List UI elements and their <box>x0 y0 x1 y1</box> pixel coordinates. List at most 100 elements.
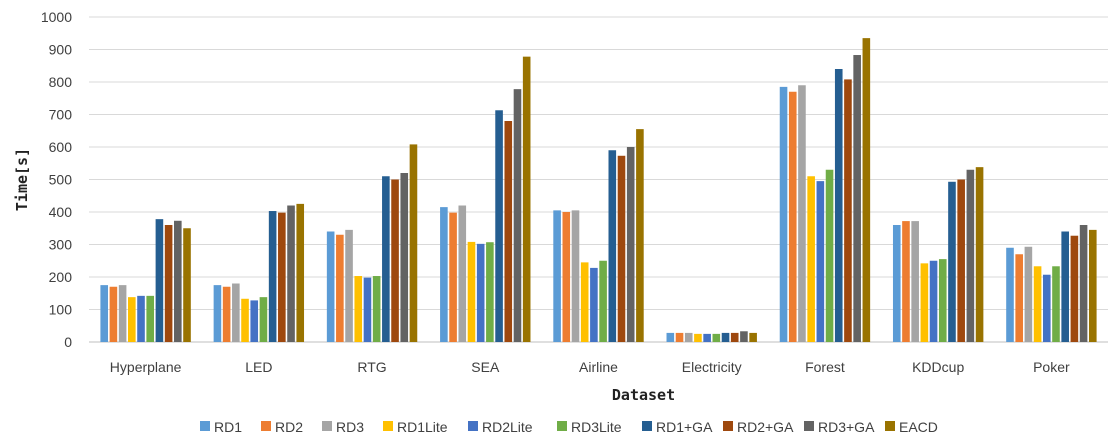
legend-label: RD2 <box>275 419 303 435</box>
bar-rd2-sea <box>449 212 457 342</box>
bar-rd1-ga-kddcup <box>948 181 956 342</box>
bar-rd1-sea <box>440 207 448 342</box>
bar-rd2lite-kddcup <box>929 260 938 342</box>
x-tick-label: Poker <box>1033 359 1070 375</box>
bar-rd3lite-forest <box>825 169 834 342</box>
bar-eacd-led <box>296 203 305 342</box>
bar-rd1-ga-electricity <box>721 332 730 342</box>
x-tick-label: Electricity <box>682 359 742 375</box>
x-axis-title: Dataset <box>612 386 675 404</box>
bar-rd1-hyperplane <box>100 285 109 342</box>
y-axis-title: Time[s] <box>13 148 31 211</box>
bar-rd3-led <box>232 283 240 342</box>
legend-label: RD2+GA <box>737 419 794 435</box>
bar-rd3-ga-sea <box>513 89 522 343</box>
y-tick-label: 700 <box>49 107 73 123</box>
bar-rd3-electricity <box>684 332 693 342</box>
x-tick-label: Airline <box>579 359 618 375</box>
legend-label: RD1+GA <box>656 419 713 435</box>
bar-rd1lite-hyperplane <box>128 297 136 342</box>
legend-swatch <box>200 421 210 431</box>
bar-rd3-ga-led <box>287 205 295 342</box>
legend-swatch <box>723 421 733 431</box>
bar-rd2-ga-forest <box>844 79 852 343</box>
bar-rd1-poker <box>1006 247 1014 342</box>
bar-rd3-poker <box>1024 246 1033 342</box>
legend-swatch <box>383 421 393 431</box>
bar-rd2lite-forest <box>816 181 825 342</box>
bar-rd2lite-airline <box>590 267 598 342</box>
bar-rd1lite-electricity <box>694 333 702 342</box>
bar-rd3lite-electricity <box>712 333 721 342</box>
bar-eacd-kddcup <box>975 167 984 342</box>
legend-label: EACD <box>899 419 938 435</box>
y-tick-label: 500 <box>49 172 73 188</box>
legend-swatch <box>557 421 567 431</box>
bar-rd2lite-led <box>250 300 259 342</box>
bar-rd3-airline <box>571 210 580 342</box>
bar-rd3lite-airline <box>599 260 607 342</box>
legend-label: RD2Lite <box>482 419 533 435</box>
bar-eacd-rtg <box>409 144 418 342</box>
y-tick-label: 100 <box>49 302 73 318</box>
bar-rd1-rtg <box>326 231 335 342</box>
bar-eacd-sea <box>522 56 531 343</box>
bar-rd3lite-sea <box>486 242 494 342</box>
bar-rd1-ga-hyperplane <box>155 219 164 342</box>
bar-rd1-forest <box>779 86 788 342</box>
legend-label: RD3+GA <box>818 419 875 435</box>
bar-rd2lite-rtg <box>363 277 372 342</box>
legend-swatch <box>804 421 814 431</box>
x-tick-label: LED <box>245 359 272 375</box>
bar-rd2-kddcup <box>902 221 910 342</box>
bar-rd2lite-sea <box>476 243 485 342</box>
bar-rd2-poker <box>1015 254 1023 342</box>
y-tick-label: 1000 <box>41 9 72 25</box>
legend-swatch <box>322 421 332 431</box>
bar-rd2-hyperplane <box>109 286 118 342</box>
bar-rd2-forest <box>788 91 797 342</box>
bar-rd2-ga-airline <box>617 155 626 342</box>
bar-rd1lite-poker <box>1033 266 1042 342</box>
bar-eacd-electricity <box>749 332 757 342</box>
bar-eacd-poker <box>1088 229 1097 342</box>
x-tick-label: SEA <box>471 359 500 375</box>
bar-rd3lite-kddcup <box>938 259 947 342</box>
y-tick-label: 200 <box>49 269 73 285</box>
bar-rd2-ga-poker <box>1070 235 1079 342</box>
bar-rd3-ga-forest <box>853 55 861 343</box>
y-tick-label: 900 <box>49 42 73 58</box>
bars <box>100 38 1097 343</box>
y-tick-label: 600 <box>49 139 73 155</box>
bar-rd1-ga-sea <box>495 110 503 343</box>
bar-rd1-ga-airline <box>608 150 617 342</box>
bar-rd2lite-poker <box>1042 274 1051 342</box>
bar-rd3-forest <box>798 85 806 342</box>
bar-rd3-sea <box>458 205 467 342</box>
bar-eacd-airline <box>636 129 644 342</box>
legend-label: RD1 <box>214 419 242 435</box>
bar-rd1-ga-poker <box>1061 231 1069 342</box>
bar-rd2-ga-kddcup <box>957 179 965 342</box>
bar-rd1-led <box>213 285 222 342</box>
bar-rd1lite-kddcup <box>920 263 929 342</box>
y-tick-label: 800 <box>49 74 73 90</box>
bar-rd3-rtg <box>345 229 353 342</box>
legend-label: RD1Lite <box>397 419 448 435</box>
bar-rd2lite-electricity <box>703 333 711 342</box>
bar-rd2-rtg <box>336 234 344 342</box>
bar-rd1lite-forest <box>807 176 815 342</box>
bar-rd3lite-hyperplane <box>146 295 155 342</box>
bar-rd3lite-poker <box>1052 266 1060 342</box>
y-tick-label: 400 <box>49 204 73 220</box>
y-tick-label: 300 <box>49 237 73 253</box>
x-tick-label: KDDcup <box>912 359 964 375</box>
x-tick-label: Forest <box>805 359 845 375</box>
bar-rd2-ga-led <box>278 212 286 342</box>
bar-rd3lite-led <box>259 297 268 342</box>
bar-rd1lite-sea <box>467 241 476 342</box>
bar-rd1lite-led <box>241 298 249 342</box>
x-tick-labels: Hyperplane LED RTG SEA Airline Electricity For… <box>110 359 1070 375</box>
bar-rd2-ga-hyperplane <box>164 225 173 342</box>
